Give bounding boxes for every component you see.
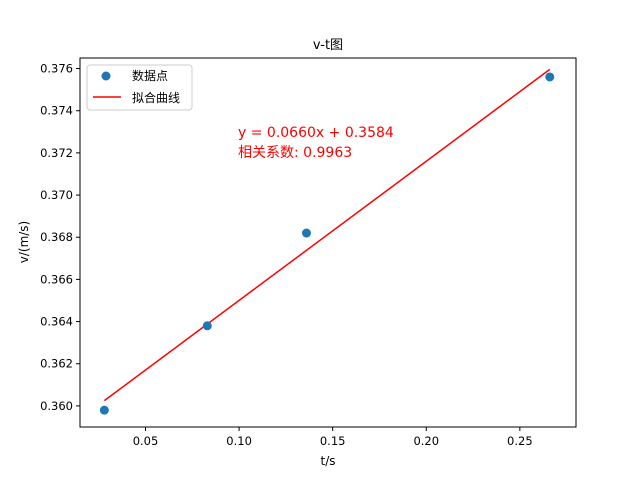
data-points-layer [99, 72, 555, 415]
y-tick-label: 0.370 [40, 188, 73, 202]
y-tick-label: 0.362 [40, 357, 73, 371]
legend-line-label: 拟合曲线 [132, 90, 180, 105]
x-tick-label: 0.15 [320, 434, 346, 448]
correlation-annotation: 相关系数: 0.9963 [238, 145, 352, 161]
y-tick-label: 0.372 [40, 146, 73, 160]
data-point [545, 72, 555, 82]
y-tick-label: 0.376 [40, 62, 73, 76]
chart-title: v-t图 [313, 38, 343, 53]
x-axis-label: t/s [321, 454, 336, 468]
data-point [301, 228, 311, 238]
legend-scatter-marker [101, 71, 111, 81]
y-axis-label: v/(m/s) [17, 221, 31, 264]
fit-line [103, 68, 551, 402]
legend-scatter-label: 数据点 [132, 68, 168, 83]
x-tick-label: 0.20 [413, 434, 439, 448]
data-point [99, 405, 109, 415]
legend: 数据点 拟合曲线 [86, 64, 193, 111]
y-tick-label: 0.368 [40, 230, 73, 244]
fit-equation-annotation: y = 0.0660x + 0.3584 [238, 125, 394, 141]
legend-box [86, 64, 193, 111]
plot-frame [79, 57, 577, 428]
y-tick-label: 0.364 [40, 315, 73, 329]
x-tick-label: 0.25 [507, 434, 533, 448]
fit-line-layer [103, 68, 551, 402]
y-tick-label: 0.374 [40, 104, 73, 118]
data-point [202, 321, 212, 331]
x-tick-label: 0.05 [133, 434, 159, 448]
y-axis: 0.360 0.362 0.364 0.366 0.368 0.370 0.372 0.374… [40, 62, 80, 413]
x-axis: 0.05 0.10 0.15 0.20 0.25 [133, 427, 533, 448]
x-tick-label: 0.10 [226, 434, 252, 448]
y-tick-label: 0.360 [40, 399, 73, 413]
y-tick-label: 0.366 [40, 272, 73, 286]
